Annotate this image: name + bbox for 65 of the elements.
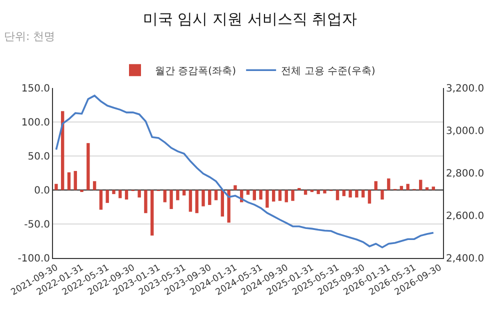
bar	[374, 181, 378, 190]
bar	[316, 190, 320, 194]
line-series	[55, 94, 434, 248]
y2-tick-label: 3,200.0	[446, 84, 484, 94]
bar	[188, 190, 192, 212]
bar	[144, 190, 148, 214]
bar	[266, 190, 269, 208]
y-tick-label: 150.0	[21, 84, 50, 94]
bar	[342, 190, 346, 196]
bar	[92, 181, 96, 190]
bar	[112, 190, 116, 194]
bar	[323, 190, 326, 194]
bar	[272, 190, 276, 202]
y-tick-label: 100.0	[21, 118, 50, 128]
bar	[170, 190, 173, 210]
y2-tick-label: 2,400.0	[446, 254, 484, 264]
bar	[138, 190, 141, 198]
bar	[348, 190, 352, 198]
bar	[284, 190, 288, 202]
bar	[124, 190, 128, 200]
bar	[150, 190, 154, 236]
bar	[336, 190, 340, 200]
bar	[202, 190, 205, 206]
y2-tick-label: 2,600.0	[446, 211, 484, 222]
bar	[361, 190, 365, 198]
y2-tick-label: 3,000.0	[446, 126, 484, 137]
bar	[214, 190, 218, 200]
bar	[355, 190, 358, 198]
bar	[227, 190, 230, 223]
y-tick-label: -100.0	[18, 254, 50, 264]
bar	[208, 190, 212, 205]
y-tick-label: -50.0	[24, 220, 50, 230]
bar	[368, 190, 372, 204]
legend-label: 월간 증감폭(좌축)	[155, 66, 236, 77]
bar	[176, 190, 180, 200]
bar	[278, 190, 282, 201]
bar	[291, 190, 294, 201]
bar	[246, 190, 250, 195]
bar	[432, 186, 436, 190]
y2-tick-label: 2,800.0	[446, 168, 484, 180]
bar	[163, 190, 166, 202]
bar	[220, 190, 224, 217]
y-tick-label: 0.0	[34, 186, 50, 196]
bar	[252, 190, 256, 200]
bar	[118, 190, 122, 198]
bar	[74, 170, 77, 190]
bar	[106, 190, 109, 203]
bar	[195, 190, 198, 214]
bar	[99, 190, 103, 210]
y-tick-label: 50.0	[28, 152, 50, 162]
bar	[54, 184, 58, 190]
chart-subtitle: 단위: 천명	[4, 30, 56, 43]
bar	[259, 190, 262, 200]
bar	[304, 190, 308, 195]
bar	[182, 190, 186, 196]
bar	[67, 172, 71, 190]
bar	[400, 186, 404, 190]
bar	[419, 180, 422, 190]
bar	[406, 184, 410, 190]
bar	[234, 185, 237, 190]
legend-label: 전체 고용 수준(우축)	[281, 66, 376, 77]
chart-title: 미국 임시 지원 서비스직 취업자	[142, 10, 358, 28]
bar	[86, 143, 90, 190]
bar	[380, 190, 384, 200]
bar	[387, 178, 390, 190]
